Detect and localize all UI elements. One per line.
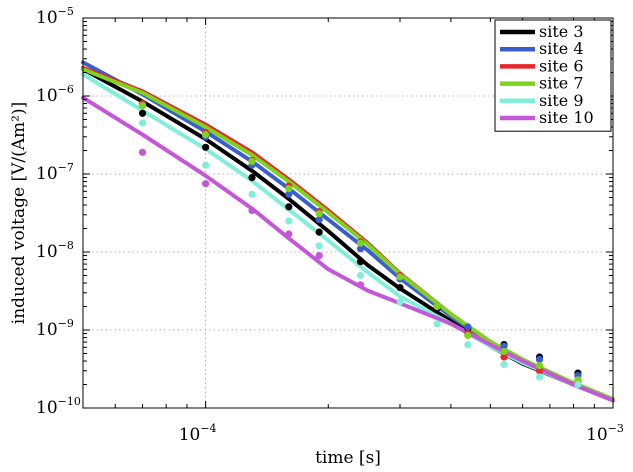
data-point-site-10-0 — [138, 148, 147, 156]
data-point-site-9-10 — [535, 373, 544, 381]
x-axis-label: time [s] — [315, 448, 381, 468]
plot-frame — [82, 17, 614, 409]
data-point-site-9-4 — [315, 242, 323, 250]
data-point-site-7-6 — [396, 273, 404, 281]
data-point-site-7-9 — [500, 347, 508, 356]
legend-label-site-10: site 10 — [539, 108, 594, 127]
series-line-site-10 — [81, 95, 615, 403]
y-axis-label: induced voltage [V/(Am²)] — [9, 102, 29, 324]
data-point-site-7-0 — [138, 102, 147, 110]
data-point-site-4-8 — [464, 323, 472, 331]
data-point-site-6-10 — [535, 367, 544, 375]
data-point-site-9-0 — [138, 119, 147, 127]
legend-box — [494, 19, 612, 132]
data-point-site-3-1 — [202, 143, 210, 151]
data-point-site-7-2 — [248, 157, 256, 165]
data-point-site-9-11 — [574, 380, 582, 389]
data-point-site-10-2 — [248, 206, 256, 215]
legend-label-site-7: site 7 — [539, 74, 584, 93]
data-point-site-10-3 — [285, 230, 293, 238]
data-point-site-3-0 — [138, 109, 147, 117]
data-point-site-10-1 — [202, 180, 210, 188]
data-point-site-9-5 — [356, 271, 365, 280]
data-point-site-10-5 — [356, 281, 365, 289]
data-point-site-4-3 — [285, 190, 293, 198]
data-point-site-9-2 — [248, 190, 256, 198]
data-point-site-9-6 — [396, 298, 404, 306]
data-point-site-3-2 — [248, 174, 256, 182]
data-point-site-7-7 — [433, 302, 441, 311]
data-point-site-3-5 — [356, 258, 365, 266]
data-point-site-7-1 — [202, 131, 210, 139]
data-point-site-3-3 — [285, 203, 293, 211]
data-point-site-4-5 — [356, 245, 365, 253]
legend-label-site-6: site 6 — [539, 56, 584, 75]
data-point-site-7-10 — [535, 362, 544, 370]
data-point-site-4-9 — [500, 342, 508, 350]
series-points — [138, 100, 582, 389]
data-point-site-9-1 — [202, 161, 210, 169]
data-point-site-10-4 — [315, 252, 323, 260]
data-point-site-9-3 — [285, 217, 293, 225]
legend-label-site-3: site 3 — [539, 22, 584, 41]
data-point-site-7-4 — [315, 210, 323, 218]
legend-label-site-9: site 9 — [539, 91, 584, 110]
data-point-site-3-6 — [396, 284, 404, 292]
data-point-site-7-3 — [285, 185, 293, 193]
data-point-site-6-9 — [500, 353, 508, 361]
data-point-site-9-9 — [500, 361, 508, 369]
data-point-site-7-8 — [464, 331, 472, 340]
data-point-site-7-5 — [356, 239, 365, 247]
axis-ticks — [82, 17, 614, 409]
data-point-site-3-4 — [315, 228, 323, 236]
legend-label-site-4: site 4 — [539, 39, 584, 58]
data-point-site-9-7 — [433, 320, 441, 328]
data-point-site-4-4 — [315, 216, 323, 224]
data-point-site-9-8 — [464, 341, 472, 349]
data-point-site-4-10 — [535, 355, 544, 363]
